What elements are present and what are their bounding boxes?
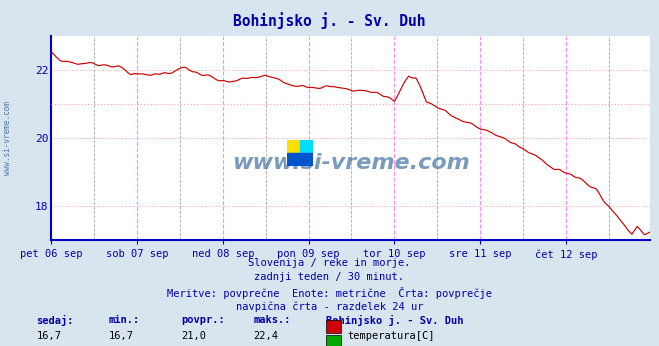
Text: maks.:: maks.:	[254, 315, 291, 325]
Text: www.si-vreme.com: www.si-vreme.com	[3, 101, 13, 175]
Text: 16,7: 16,7	[36, 331, 61, 342]
Text: zadnji teden / 30 minut.: zadnji teden / 30 minut.	[254, 272, 405, 282]
Text: temperatura[C]: temperatura[C]	[347, 331, 435, 342]
Text: 22,4: 22,4	[254, 331, 279, 342]
Bar	[300, 140, 313, 153]
Text: Slovenija / reke in morje.: Slovenija / reke in morje.	[248, 258, 411, 268]
Text: 16,7: 16,7	[109, 331, 134, 342]
Text: www.si-vreme.com: www.si-vreme.com	[232, 153, 469, 173]
Text: sedaj:: sedaj:	[36, 315, 74, 326]
Text: Bohinjsko j. - Sv. Duh: Bohinjsko j. - Sv. Duh	[326, 315, 464, 326]
Text: 21,0: 21,0	[181, 331, 206, 342]
Bar	[287, 140, 300, 153]
Text: navpična črta - razdelek 24 ur: navpična črta - razdelek 24 ur	[236, 301, 423, 312]
Bar	[287, 153, 313, 166]
Text: povpr.:: povpr.:	[181, 315, 225, 325]
Text: min.:: min.:	[109, 315, 140, 325]
Text: Bohinjsko j. - Sv. Duh: Bohinjsko j. - Sv. Duh	[233, 12, 426, 29]
Text: Meritve: povprečne  Enote: metrične  Črta: povprečje: Meritve: povprečne Enote: metrične Črta:…	[167, 287, 492, 299]
